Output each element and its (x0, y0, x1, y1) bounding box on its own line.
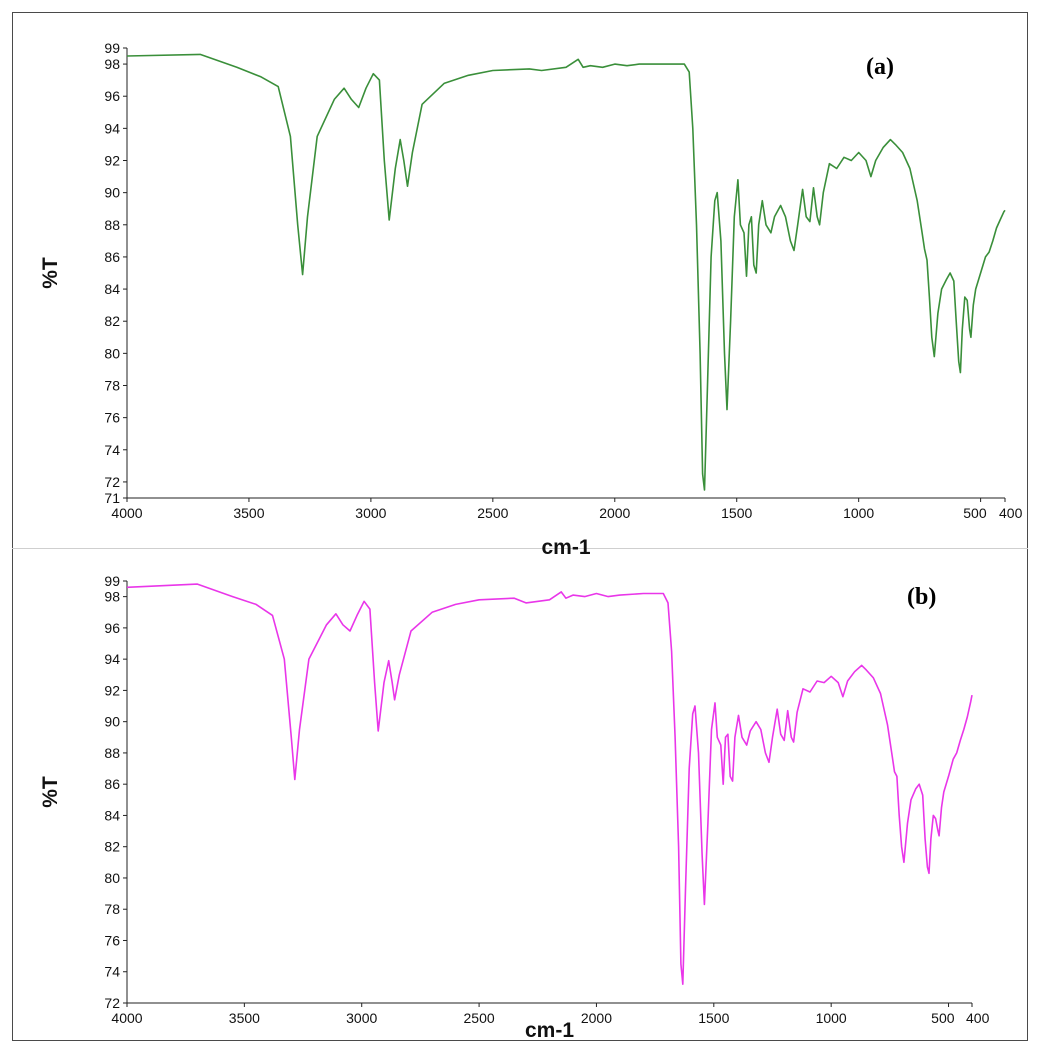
y-tick-label: 86 (104, 249, 120, 265)
y-tick-label: 82 (104, 313, 120, 329)
y-tick-label: 78 (104, 901, 120, 917)
y-tick-label: 96 (104, 88, 120, 104)
y-tick-label: 99 (104, 40, 120, 56)
y-tick-label: 84 (104, 807, 120, 823)
x-tick-label: 400 (966, 1010, 990, 1026)
y-tick-label: 99 (104, 573, 120, 589)
spectrum-line (126, 53, 1006, 491)
x-tick-label: 3000 (346, 1010, 377, 1026)
x-tick-label: 3500 (229, 1010, 260, 1026)
x-tick-label: 4000 (111, 1010, 142, 1026)
x-tick-label: 1500 (698, 1010, 729, 1026)
y-tick-label: 84 (104, 281, 120, 297)
y-tick-label: 80 (104, 870, 120, 886)
y-tick-label: 72 (104, 995, 120, 1011)
y-axis-title: %T (39, 776, 62, 808)
x-tick-label: 3500 (233, 505, 264, 521)
y-axis-title: %T (39, 257, 62, 289)
y-tick-label: 80 (104, 345, 120, 361)
y-tick-label: 74 (104, 442, 120, 458)
x-axis-title: cm-1 (541, 536, 590, 559)
spectrum-line (126, 583, 973, 986)
y-tick-label: 94 (104, 651, 120, 667)
y-tick-label: 90 (104, 714, 120, 730)
x-tick-label: 3000 (355, 505, 386, 521)
y-tick-label: 72 (104, 474, 120, 490)
y-tick-label: 74 (104, 964, 120, 980)
x-tick-label: 2000 (599, 505, 630, 521)
x-tick-label: 4000 (111, 505, 142, 521)
x-tick-label: 2500 (464, 1010, 495, 1026)
y-tick-label: 76 (104, 410, 120, 426)
x-tick-label: 500 (931, 1010, 955, 1026)
y-tick-label: 96 (104, 620, 120, 636)
y-tick-label: 86 (104, 776, 120, 792)
x-tick-label: 1000 (843, 505, 874, 521)
y-tick-label: 88 (104, 745, 120, 761)
y-tick-label: 92 (104, 153, 120, 169)
y-tick-label: 76 (104, 932, 120, 948)
y-tick-label: 98 (104, 589, 120, 605)
panel-label: (a) (866, 54, 894, 80)
y-tick-label: 71 (104, 490, 120, 506)
x-tick-label: 400 (999, 505, 1023, 521)
panel-label: (b) (907, 584, 936, 610)
x-tick-label: 2500 (477, 505, 508, 521)
figure-frame (12, 12, 1028, 1041)
x-tick-label: 500 (963, 505, 987, 521)
x-tick-label: 2000 (581, 1010, 612, 1026)
x-tick-label: 1000 (816, 1010, 847, 1026)
x-axis-title: cm-1 (525, 1019, 574, 1042)
y-tick-label: 88 (104, 217, 120, 233)
x-tick-label: 1500 (721, 505, 752, 521)
y-tick-label: 98 (104, 56, 120, 72)
y-tick-label: 78 (104, 378, 120, 394)
y-tick-label: 92 (104, 682, 120, 698)
y-tick-label: 82 (104, 839, 120, 855)
y-tick-label: 90 (104, 185, 120, 201)
panel-separator (12, 548, 1028, 549)
y-tick-label: 94 (104, 120, 120, 136)
